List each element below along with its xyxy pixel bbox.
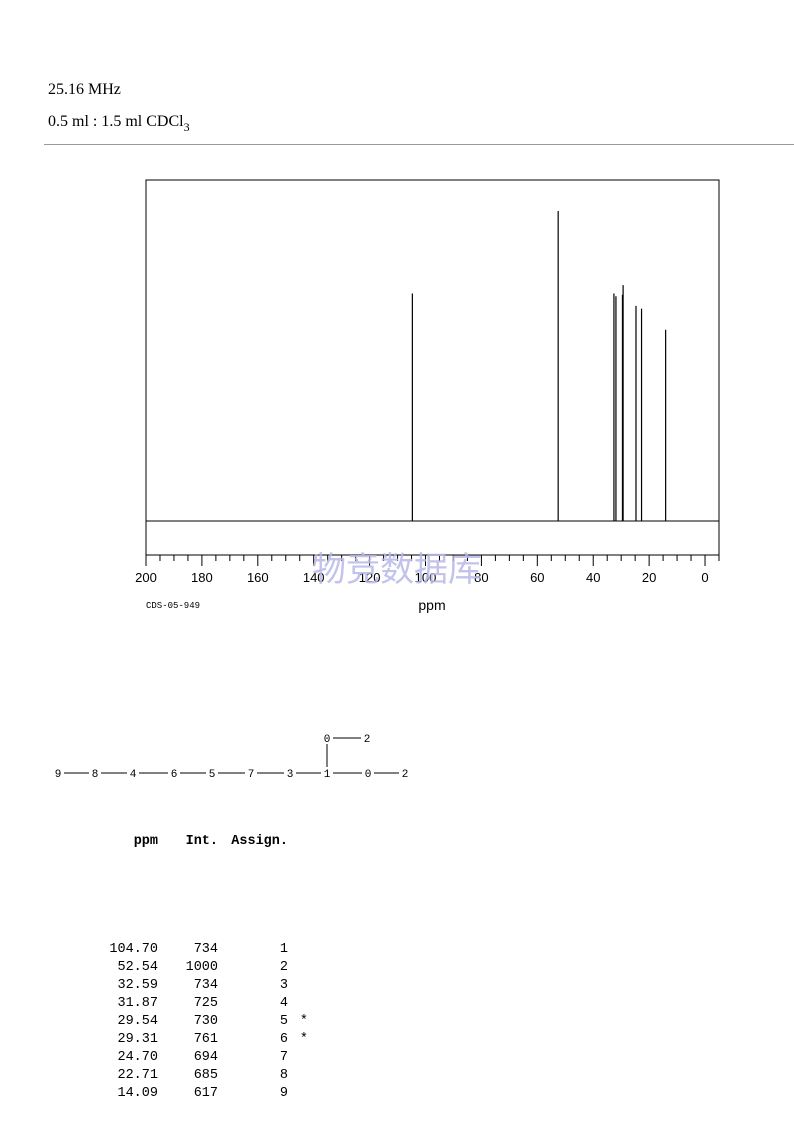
x-tick-label: 60	[530, 570, 544, 585]
row-ppm: 14.09	[117, 1086, 158, 1101]
row-ppm: 29.54	[117, 1014, 158, 1029]
atom-label: 0	[324, 734, 331, 746]
row-int: 1000	[185, 960, 218, 975]
row-assign: 8	[279, 1068, 288, 1083]
spectrometer-frequency: 25.16 MHz	[48, 81, 121, 98]
x-tick-label: 20	[642, 570, 656, 585]
row-int: 685	[193, 1068, 218, 1083]
row-assign: 6	[279, 1032, 288, 1047]
x-tick-label: 160	[247, 570, 269, 585]
row-ppm: 24.70	[117, 1050, 158, 1065]
watermark-text: 物竞数据库	[312, 550, 482, 590]
x-tick-label: 140	[303, 570, 325, 585]
solvent-text: 0.5 ml : 1.5 ml CDCl	[48, 113, 184, 130]
peak-table: ppm Int. Assign. 104.70 734 1 52.54 1000 2 32.59…	[98, 797, 308, 1121]
x-tick-label: 40	[586, 570, 600, 585]
x-tick-label: 120	[359, 570, 381, 585]
header-int: Int.	[185, 834, 218, 849]
header-ppm: ppm	[133, 834, 158, 849]
row-assign: 2	[279, 960, 288, 975]
row-ppm: 29.31	[117, 1032, 158, 1047]
x-tick-label: 80	[474, 570, 488, 585]
x-axis-ticks	[145, 555, 720, 566]
table-row: 22.71 685 8	[98, 1067, 308, 1085]
table-row: 29.54 730 5 *	[98, 1013, 308, 1031]
table-row: 104.70 734 1	[98, 941, 308, 959]
table-header-row: ppm Int. Assign.	[98, 833, 308, 851]
table-row: 14.09 617 9	[98, 1085, 308, 1103]
structure-graph: 9 8 4 6 5 7 3 1 0 2 0 2	[55, 734, 409, 781]
row-int: 617	[193, 1086, 218, 1101]
x-tick-label: 0	[701, 570, 708, 585]
row-int: 730	[193, 1014, 218, 1029]
atom-label: 7	[248, 769, 255, 781]
nmr-spectrum-chart: 200 180 160 140 120 100 80 60 40 20 0 ppm CDS-05-9…	[135, 179, 720, 613]
atom-label: 2	[364, 734, 371, 746]
row-ppm: 104.70	[109, 942, 158, 957]
row-mark: *	[299, 1014, 308, 1029]
row-assign: 3	[279, 978, 288, 993]
table-row: 29.31 761 6 *	[98, 1031, 308, 1049]
atom-label: 2	[402, 769, 409, 781]
row-assign: 9	[279, 1086, 288, 1101]
row-int: 761	[193, 1032, 218, 1047]
molecule-structure: 9 8 4 6 5 7 3 1 0 2 0 2	[55, 734, 409, 781]
atom-label: 3	[287, 769, 294, 781]
x-tick-label: 200	[135, 570, 157, 585]
row-ppm: 52.54	[117, 960, 158, 975]
row-assign: 7	[279, 1050, 288, 1065]
spectrum-peaks	[146, 211, 719, 522]
x-axis-tick-labels: 200 180 160 140 120 100 80 60 40 20 0	[135, 570, 708, 585]
plot-frame	[145, 179, 720, 556]
row-int: 734	[193, 978, 218, 993]
solvent-info: 0.5 ml : 1.5 ml CDCl3	[48, 112, 190, 134]
row-assign: 4	[279, 996, 288, 1011]
row-ppm: 22.71	[117, 1068, 158, 1083]
x-axis-label: ppm	[418, 597, 445, 613]
atom-label: 8	[92, 769, 99, 781]
table-row: 31.87 725 4	[98, 995, 308, 1013]
header-assign: Assign.	[231, 834, 288, 849]
row-assign: 1	[279, 942, 288, 957]
atom-label: 0	[365, 769, 372, 781]
atom-label: 6	[171, 769, 178, 781]
row-assign: 5	[279, 1014, 288, 1029]
row-ppm: 32.59	[117, 978, 158, 993]
table-rows: 104.70 734 1 52.54 1000 2 32.59 734 3 31.87 725 4 29…	[98, 941, 308, 1103]
spectrum-code: CDS-05-949	[146, 601, 200, 611]
solvent-subscript: 3	[183, 120, 190, 134]
row-mark: *	[299, 1032, 308, 1047]
row-int: 694	[193, 1050, 218, 1065]
x-tick-label: 100	[415, 570, 437, 585]
header-divider	[44, 144, 794, 145]
atom-label: 4	[130, 769, 137, 781]
table-row: 24.70 694 7	[98, 1049, 308, 1067]
row-int: 725	[193, 996, 218, 1011]
table-row: 32.59 734 3	[98, 977, 308, 995]
atom-label: 9	[55, 769, 62, 781]
atom-label: 5	[209, 769, 216, 781]
row-ppm: 31.87	[117, 996, 158, 1011]
table-spacer	[98, 887, 308, 905]
table-row: 52.54 1000 2	[98, 959, 308, 977]
row-int: 734	[193, 942, 218, 957]
atom-label: 1	[324, 769, 331, 781]
x-tick-label: 180	[191, 570, 213, 585]
